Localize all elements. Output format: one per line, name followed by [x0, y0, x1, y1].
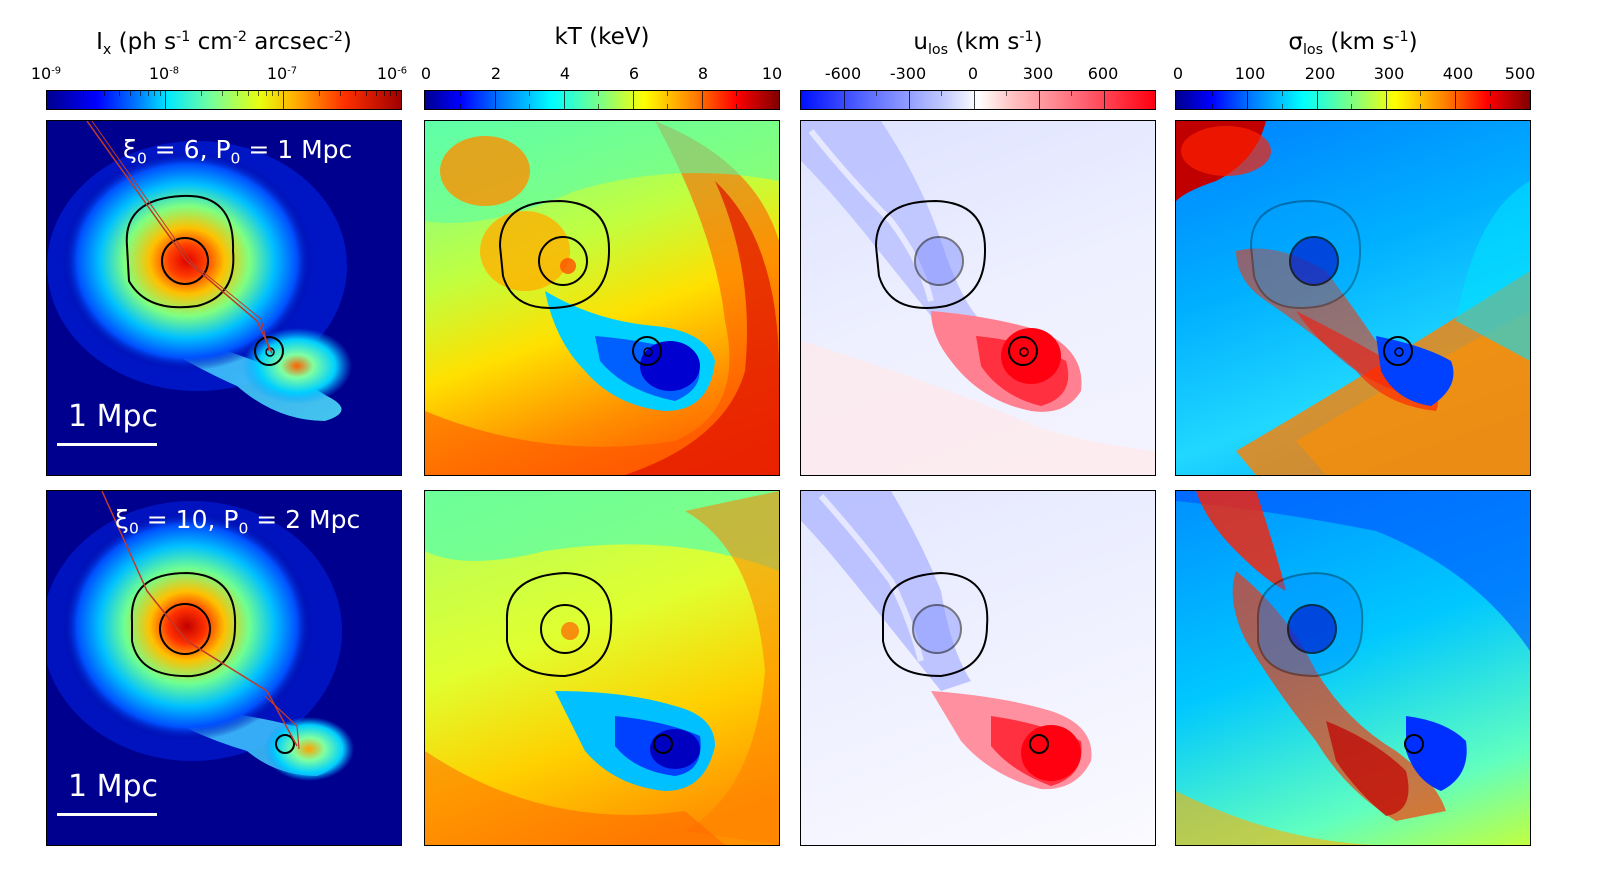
temperature-colorbar-title: kT (keV) [554, 24, 650, 50]
simulation-parameters-label: ξ0 = 6, P0 = 1 Mpc [123, 135, 353, 168]
colorbar-tick-label: 200 [1304, 64, 1336, 83]
temperature-map-row2-image [425, 491, 779, 845]
velocity-colorbar-title: ulos (km s-1) [913, 28, 1043, 58]
scale-bar-label: 1 Mpc [68, 399, 159, 434]
xray-colorbar-title: Ix (ph s-1 cm-2 arcsec-2) [96, 28, 352, 58]
column-temperature: kT (keV) 0 2 4 6 8 10 [420, 0, 783, 880]
colorbar-tick-label: 0 [420, 64, 432, 83]
column-xray-brightness: Ix (ph s-1 cm-2 arcsec-2) 10-9 10-8 10-7… [31, 0, 407, 880]
colorbar-tick-label: -300 [889, 64, 927, 83]
colorbar-tick-label: 10 [761, 64, 783, 83]
dispersion-colorbar-ticks: 0 100 200 300 400 500 [1172, 60, 1535, 90]
colorbar-tick-label: 6 [628, 64, 640, 83]
colorbar-tick-label: 100 [1234, 64, 1266, 83]
xray-map-row1: ξ0 = 6, P0 = 1 Mpc 1 Mpc [46, 120, 402, 476]
velocity-map-row2-image [801, 491, 1092, 790]
temperature-map-row1-image [425, 121, 779, 475]
scale-bar [57, 813, 157, 816]
temperature-colorbar [424, 90, 780, 110]
dispersion-colorbar-title: σlos (km s-1) [1288, 28, 1418, 58]
velocity-colorbar-ticks: -600 -300 0 300 600 [800, 60, 1156, 90]
colorbar-tick-label: 0 [967, 64, 979, 83]
velocity-map-row1-image [801, 121, 1155, 475]
temperature-map-row2 [424, 490, 780, 846]
dispersion-map-row2-image [1176, 491, 1530, 845]
colorbar-tick-label: 10-6 [376, 64, 408, 83]
xray-colorbar-ticks: 10-9 10-8 10-7 10-6 [31, 60, 407, 90]
dispersion-map-row1 [1175, 120, 1531, 476]
temperature-colorbar-ticks: 0 2 4 6 8 10 [420, 60, 783, 90]
colorbar-tick-label: 500 [1504, 64, 1536, 83]
xray-map-row2-image [47, 491, 354, 781]
colorbar-tick-label: 10-7 [266, 64, 298, 83]
colorbar-tick-label: 300 [1022, 64, 1054, 83]
velocity-map-row1 [800, 120, 1156, 476]
simulation-parameters-label: ξ0 = 10, P0 = 2 Mpc [115, 505, 361, 538]
dispersion-map-row2 [1175, 490, 1531, 846]
column-los-velocity: ulos (km s-1) -600 -300 0 300 600 [800, 0, 1156, 880]
colorbar-tick-label: 8 [697, 64, 709, 83]
colorbar-tick-label: 4 [559, 64, 571, 83]
dispersion-colorbar [1175, 90, 1531, 110]
velocity-map-row2 [800, 490, 1156, 846]
scale-bar [57, 443, 157, 446]
dispersion-map-row1-image [1176, 121, 1530, 475]
column-velocity-dispersion: σlos (km s-1) 0 100 200 300 400 500 [1172, 0, 1535, 880]
xray-map-row1-image [47, 121, 352, 421]
colorbar-tick-label: 2 [490, 64, 502, 83]
scale-bar-label: 1 Mpc [68, 769, 159, 804]
colorbar-tick-label: -600 [824, 64, 862, 83]
colorbar-tick-label: 300 [1373, 64, 1405, 83]
colorbar-tick-label: 600 [1087, 64, 1119, 83]
xray-colorbar [46, 90, 402, 110]
colorbar-tick-label: 400 [1442, 64, 1474, 83]
temperature-map-row1 [424, 120, 780, 476]
colorbar-tick-label: 10-8 [148, 64, 180, 83]
colorbar-tick-label: 10-9 [30, 64, 62, 83]
colorbar-tick-label: 0 [1172, 64, 1184, 83]
velocity-colorbar [800, 90, 1156, 110]
xray-map-row2: ξ0 = 10, P0 = 2 Mpc 1 Mpc [46, 490, 402, 846]
